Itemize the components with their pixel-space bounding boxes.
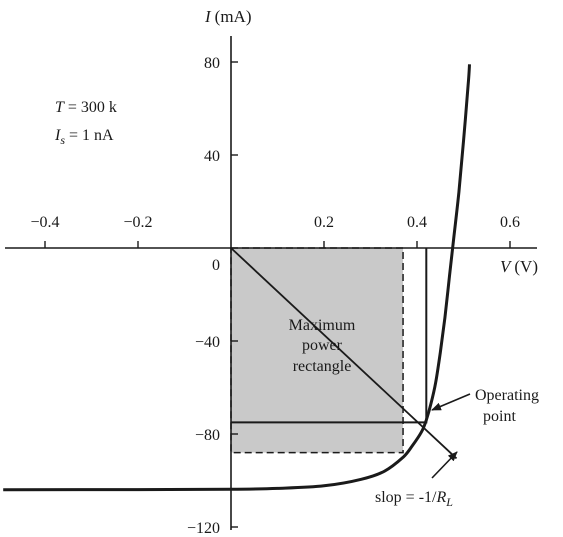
y-tick-label: −120 (187, 520, 220, 537)
y-tick-label: 0 (212, 257, 220, 274)
operating-point-label-line1: Operating (475, 387, 539, 404)
y-tick-label: 80 (204, 55, 220, 72)
temperature-label: T = 300 k (55, 99, 117, 116)
iv-curve (3, 64, 471, 492)
slope-label: slop = -1/RL (375, 489, 453, 509)
y-tick-label: −40 (195, 334, 220, 351)
operating-point-label-line2: point (483, 408, 516, 425)
x-tick-label: −0.4 (30, 214, 59, 231)
x-tick-label: −0.2 (123, 214, 152, 231)
x-axis-label: V (V) (500, 257, 538, 276)
operating-point-arrow (431, 393, 471, 411)
load-line (230, 247, 458, 460)
x-tick-label: 0.2 (314, 214, 334, 231)
x-tick-label: 0.6 (500, 214, 520, 231)
max-power-rectangle-label-line1: Maximum (289, 317, 356, 334)
y-tick-label: −80 (195, 427, 220, 444)
y-axis-label: I (mA) (204, 7, 252, 26)
y-tick-label: 40 (204, 148, 220, 165)
max-power-rectangle-label-line3: rectangle (293, 358, 352, 375)
slope-arrow (431, 451, 458, 479)
max-power-rectangle-label-line2: power (302, 337, 343, 354)
x-tick-label: 0.4 (407, 214, 427, 231)
saturation-current-label: Is = 1 nA (54, 127, 114, 147)
max-power-rectangle (230, 247, 404, 454)
